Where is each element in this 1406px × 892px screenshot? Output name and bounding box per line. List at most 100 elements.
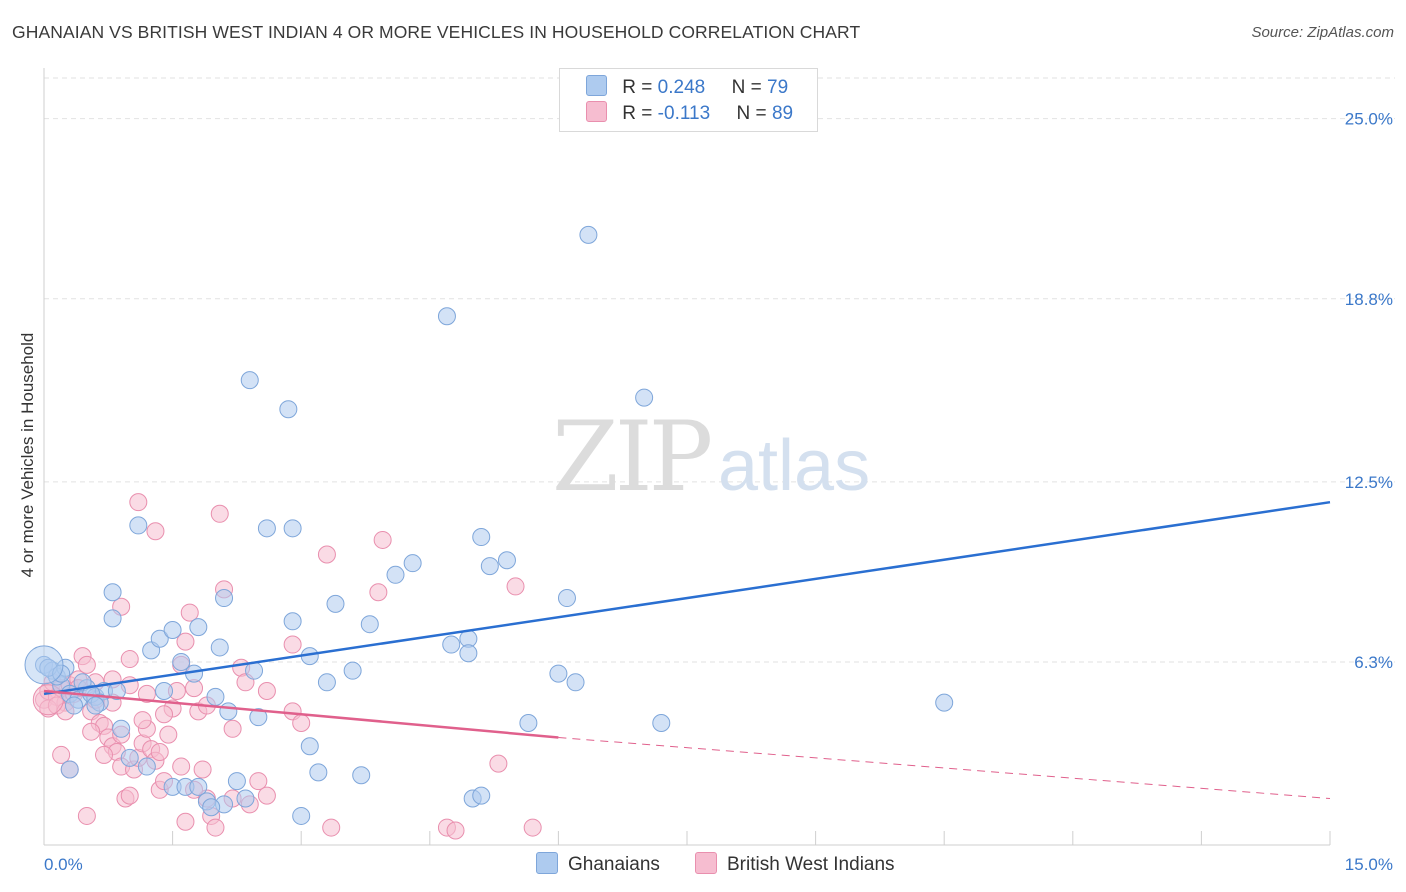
data-point [129,516,148,535]
data-point [442,635,461,654]
data-point [360,615,379,634]
data-point [219,702,238,721]
data-point [446,821,465,840]
data-point [557,589,576,608]
legend-r-value: -0.113 [657,103,711,124]
gridlines [44,77,1395,663]
pink-swatch-icon [586,101,607,122]
data-point [403,554,422,573]
data-point [120,786,139,805]
data-point [283,612,302,631]
data-point [172,757,191,776]
series-british-west-indians [32,493,542,840]
data-point [489,754,508,773]
data-point [86,696,105,715]
data-point [317,545,336,564]
data-point [133,711,152,730]
data-point [566,673,585,692]
data-point [257,786,276,805]
data-point [322,818,341,837]
y-tick-label: 12.5% [1345,473,1393,492]
data-point [215,589,234,608]
data-point [292,806,311,825]
data-point [480,557,499,576]
data-point [283,519,302,538]
legend-n-value: 79 [767,77,789,98]
data-point [523,818,542,837]
data-point [155,682,174,701]
legend-label: British West Indians [727,854,895,875]
trend-line-extension [558,737,1331,800]
legend-n-value: 89 [771,103,794,124]
legend-r-label: R = [622,103,653,124]
data-point [343,661,362,680]
data-point [652,713,671,732]
data-point [65,696,84,715]
data-point [283,635,302,654]
data-point [326,594,345,613]
data-point [579,225,598,244]
trend-line-british-west-indians [43,689,559,739]
data-point [210,638,229,657]
data-point [437,307,456,326]
legend-item-british-west-indians[interactable]: British West Indians [695,852,895,876]
legend-row-british-west-indians: R = -0.113 N = 89 [586,101,793,127]
x-tick-label: 15.0% [1345,855,1393,874]
data-point [155,705,174,724]
watermark-atlas: atlas [718,426,870,506]
y-tick-label: 25.0% [1345,110,1393,129]
data-point [137,684,156,703]
data-point [309,763,328,782]
legend-r-label: R = [622,77,653,98]
y-tick-label: 18.8% [1345,290,1393,309]
data-point [52,745,71,764]
legend-label: Ghanaians [568,854,660,875]
data-point [172,652,191,671]
data-point [163,621,182,640]
trend-lines [43,500,1331,800]
data-point [176,632,195,651]
legend-n-label: N = [731,77,762,98]
blue-swatch-icon [586,75,607,96]
data-point [176,812,195,831]
data-point [472,786,491,805]
data-point [236,789,255,808]
chart-title: GHANAIAN VS BRITISH WEST INDIAN 4 OR MOR… [12,22,861,42]
data-point [352,766,371,785]
data-point [159,725,178,744]
data-point [150,629,169,648]
data-point [129,493,148,512]
legend-row-ghanaians: R = 0.248 N = 79 [586,75,788,101]
data-point [180,603,199,622]
data-point [386,565,405,584]
data-point [189,777,208,796]
data-point [257,519,276,538]
data-point [120,748,139,767]
data-point [317,673,336,692]
data-point [103,609,122,628]
data-point [373,530,392,549]
data-point [146,522,165,541]
data-point [300,737,319,756]
data-point [635,388,654,407]
data-point [112,719,131,738]
tick-labels: 6.3% 12.5% 18.8% 25.0% 0.0% 15.0% [44,110,1393,874]
data-point [77,806,96,825]
data-point [279,400,298,419]
data-point [82,722,101,741]
watermark-zip: ZIP [552,401,711,513]
y-tick-label: 6.3% [1354,653,1393,672]
data-point [227,772,246,791]
data-point [249,772,268,791]
series-ghanaians [24,225,954,825]
data-point [120,650,139,669]
data-point [95,745,114,764]
blue-swatch-icon [536,852,558,874]
data-point [210,504,229,523]
legend-item-ghanaians[interactable]: Ghanaians [536,852,660,876]
data-point [257,682,276,701]
data-point [137,757,156,776]
data-point [103,583,122,602]
data-point [206,818,225,837]
